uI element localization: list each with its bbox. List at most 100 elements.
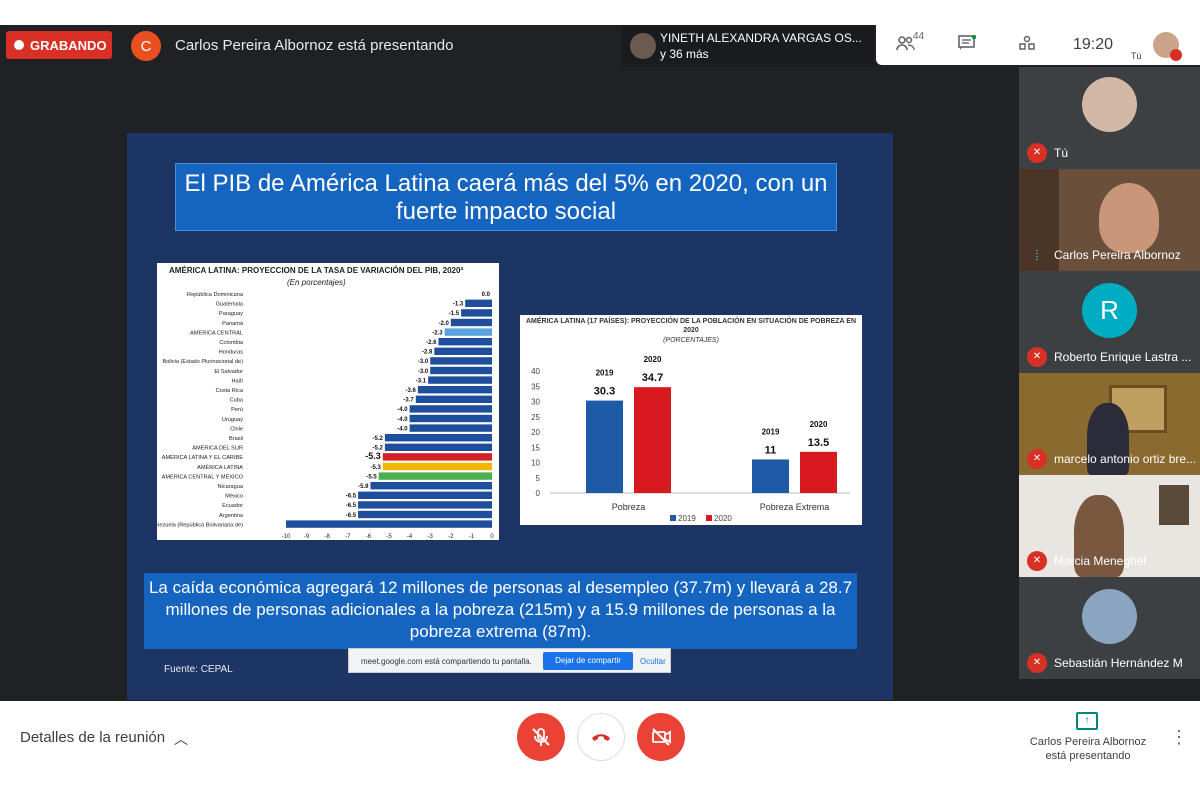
- participant-chip-name: YINETH ALEXANDRA VARGAS OS...: [660, 31, 862, 45]
- participant-tile[interactable]: ✕ Marcia Meneghel: [1019, 475, 1200, 577]
- gdp-chart: AMÉRICA LATINA: PROYECCION DE LA TASA DE…: [157, 263, 499, 540]
- gdp-category-label: Cuba: [230, 398, 244, 404]
- poverty-chart: AMÉRICA LATINA (17 PAÍSES): PROYECCIÓN D…: [520, 315, 862, 525]
- more-options-icon[interactable]: ⋮: [1170, 727, 1188, 747]
- presenting-status[interactable]: Carlos Pereira Albornoz está presentando: [1029, 736, 1147, 762]
- gdp-x-tick-label: -6: [366, 534, 372, 540]
- gdp-category-label: Colombia: [219, 340, 244, 346]
- gdp-value-label: -5.2: [373, 436, 384, 442]
- gdp-bar: [430, 366, 492, 375]
- gdp-bar: [409, 405, 492, 413]
- gdp-bar: [409, 424, 492, 432]
- poverty-legend-label: 2019: [678, 514, 696, 523]
- poverty-y-tick-label: 35: [531, 382, 540, 391]
- mic-off-icon: ✕: [1027, 551, 1047, 571]
- gdp-bar: [465, 299, 492, 307]
- gdp-value-label: -5.3: [365, 451, 381, 461]
- gdp-x-tick-label: -3: [428, 534, 434, 540]
- meeting-details-button[interactable]: Detalles de la reunión: [20, 729, 166, 746]
- gdp-value-label: -1.3: [453, 302, 464, 308]
- slide-body-text: La caída económica agregará 12 millones …: [144, 573, 857, 649]
- screen-share-notice: meet.google.com está compartiendo tu pan…: [348, 648, 671, 673]
- recording-badge[interactable]: GRABANDO: [6, 31, 112, 59]
- hang-up-icon: [592, 734, 610, 741]
- gdp-category-label: Perú: [231, 407, 243, 413]
- participant-tile[interactable]: ✕ marcelo antonio ortiz bre...: [1019, 373, 1200, 475]
- gdp-category-label: Haití: [231, 378, 243, 384]
- gdp-bar: [450, 318, 492, 327]
- gdp-category-label: Bolivia (Estado Plurinacional de): [162, 359, 243, 365]
- microphone-toggle-button[interactable]: [517, 713, 565, 761]
- gdp-bar: [444, 328, 492, 336]
- present-screen-icon[interactable]: ↑: [1076, 712, 1098, 730]
- gdp-value-label: -5.3: [370, 465, 381, 471]
- hide-notice-link[interactable]: Ocultar: [640, 657, 666, 666]
- camera-toggle-button[interactable]: [637, 713, 685, 761]
- gdp-value-label: -6.5: [346, 503, 357, 509]
- gdp-bar: [378, 472, 492, 480]
- gdp-bar: [384, 443, 492, 451]
- poverty-y-tick-label: 0: [536, 489, 541, 498]
- gdp-value-label: -5.9: [358, 484, 369, 490]
- participant-chip-more: y 36 más: [660, 47, 709, 61]
- gdp-category-label: Costa Rica: [216, 388, 244, 394]
- stop-sharing-button[interactable]: Dejar de compartir: [543, 652, 633, 670]
- poverty-legend-swatch: [670, 515, 676, 521]
- chat-button[interactable]: [958, 34, 977, 54]
- gdp-value-label: -1.5: [449, 311, 460, 317]
- slide-source: Fuente: CEPAL: [164, 664, 233, 675]
- gdp-value-label: -2.0: [438, 321, 449, 327]
- gdp-bar: [415, 395, 492, 403]
- gdp-category-label: AMÉRICA CENTRAL: [190, 329, 243, 336]
- participant-tile[interactable]: R ✕ Roberto Enrique Lastra ...: [1019, 271, 1200, 373]
- mic-off-icon: ✕: [1027, 347, 1047, 367]
- participant-avatar: R: [1082, 283, 1137, 338]
- gdp-value-label: -3.7: [403, 398, 414, 404]
- gdp-bar: [434, 347, 492, 355]
- poverty-series-year-label: 2019: [596, 369, 614, 378]
- poverty-y-tick-label: 40: [531, 367, 540, 376]
- leave-call-button[interactable]: [577, 713, 625, 761]
- gdp-category-label: República Dominicana: [187, 292, 244, 298]
- poverty-y-tick-label: 5: [536, 474, 541, 483]
- gdp-category-label: AMÉRICA LATINA: [197, 464, 243, 471]
- presenting-text: Carlos Pereira Albornoz está presentando: [175, 37, 454, 54]
- mic-off-icon: ✕: [1027, 449, 1047, 469]
- participant-chip[interactable]: YINETH ALEXANDRA VARGAS OS... y 36 más: [622, 25, 874, 67]
- gdp-category-label: Chile: [230, 426, 243, 432]
- gdp-bar: [358, 491, 492, 499]
- gdp-category-label: AMÉRICA CENTRAL Y MÉXICO: [162, 473, 244, 480]
- gdp-x-tick-label: -7: [345, 534, 351, 540]
- gdp-bar: [417, 386, 492, 394]
- gdp-bar: [382, 453, 492, 461]
- gdp-chart-subtitle: (En porcentajes): [287, 278, 346, 287]
- poverty-value-label: 34.7: [642, 372, 663, 384]
- gdp-value-label: -2.3: [432, 330, 443, 336]
- participant-tile[interactable]: ✕ Tú: [1019, 67, 1200, 169]
- gdp-category-label: AMÉRICA DEL SUR: [192, 445, 243, 452]
- poverty-bar: [752, 459, 789, 493]
- activities-button[interactable]: [1018, 35, 1036, 54]
- participant-avatar: [1082, 77, 1137, 132]
- gdp-value-label: -6.5: [346, 494, 357, 500]
- gdp-category-label: Argentina: [219, 513, 244, 519]
- gdp-x-tick-label: -2: [448, 534, 454, 540]
- participant-tile[interactable]: ✕ Sebastián Hernández M: [1019, 577, 1200, 679]
- chevron-up-icon[interactable]: ︿: [174, 731, 188, 747]
- poverty-category-label: Pobreza: [612, 502, 646, 512]
- people-button[interactable]: 44: [896, 31, 924, 54]
- gdp-x-tick-label: 0: [490, 534, 494, 540]
- gdp-bar: [438, 338, 492, 346]
- shapes-icon: [1019, 35, 1035, 50]
- gdp-bar: [286, 520, 492, 528]
- share-notice-message: meet.google.com está compartiendo tu pan…: [361, 657, 532, 666]
- gdp-bar: [370, 482, 492, 490]
- participant-tile[interactable]: ⦙ Carlos Pereira Albornoz: [1019, 169, 1200, 271]
- poverty-value-label: 13.5: [808, 437, 829, 449]
- poverty-y-tick-label: 10: [531, 459, 540, 468]
- poverty-bar: [800, 451, 837, 493]
- speaking-indicator-icon: ⦙: [1035, 247, 1039, 263]
- poverty-series-year-label: 2020: [644, 355, 662, 364]
- presenter-avatar: C: [131, 31, 161, 61]
- top-bar: GRABANDO C Carlos Pereira Albornoz está …: [0, 25, 1200, 67]
